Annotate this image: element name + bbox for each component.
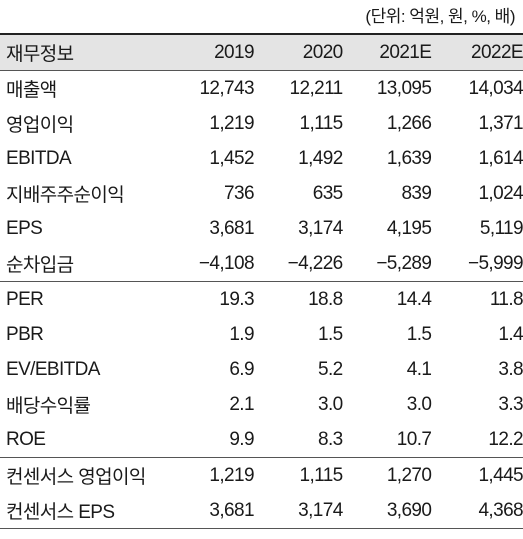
financial-table: 재무정보 2019 2020 2021E 2022E 매출액 12,743 12… (0, 33, 523, 529)
cell-value: 1.4 (498, 323, 523, 345)
cell-value: 2.1 (229, 393, 254, 415)
cell-value: 1.5 (406, 323, 432, 345)
cell-value: 3,174 (253, 493, 343, 529)
table-row: 지배주주순이익 736 635 839 1,024 (0, 176, 523, 211)
row-label: 매출액 (6, 80, 57, 101)
row-label: EPS (6, 217, 43, 239)
cell-value: 1,492 (298, 147, 343, 169)
row-label: ROE (6, 428, 46, 450)
cell-value: 4,195 (386, 217, 432, 239)
row-label: PBR (6, 323, 44, 345)
cell-value: 8.3 (318, 428, 343, 450)
cell-value: 3.3 (498, 393, 523, 415)
cell-value: 11.8 (431, 281, 523, 317)
cell-value: −4,108 (198, 252, 255, 274)
cell-value: 5.2 (318, 358, 343, 380)
cell-value: 1,115 (299, 112, 344, 134)
header-year: 2020 (253, 33, 343, 71)
cell-value: 3,174 (298, 217, 343, 239)
cell-value: 736 (224, 182, 255, 204)
table-header-row: 재무정보 2019 2020 2021E 2022E (0, 33, 523, 71)
cell-value: 1,115 (253, 457, 343, 493)
row-label: 컨센서스 EPS (0, 493, 185, 529)
row-label: 지배주주순이익 (6, 185, 125, 206)
cell-value: 5,119 (479, 217, 523, 239)
cell-value: 14,034 (468, 77, 523, 99)
row-label: EBITDA (6, 147, 72, 169)
cell-value: 1,452 (209, 147, 254, 169)
cell-value: 12.2 (488, 428, 523, 450)
cell-value: 3.0 (318, 393, 343, 415)
cell-value: 1,219 (209, 112, 254, 134)
table-row: 배당수익률 2.1 3.0 3.0 3.3 (0, 387, 523, 422)
cell-value: 1,266 (386, 112, 432, 134)
cell-value: 1,024 (478, 182, 523, 204)
cell-value: 1,371 (478, 112, 523, 134)
table-row: 컨센서스 EPS 3,681 3,174 3,690 4,368 (0, 493, 523, 529)
cell-value: 1,270 (342, 457, 432, 493)
cell-value: 1.9 (229, 323, 254, 345)
row-label: PER (0, 281, 185, 317)
table-row: 순차입금 −4,108 −4,226 −5,289 −5,999 (0, 246, 523, 282)
table-row: PBR 1.9 1.5 1.5 1.4 (0, 317, 523, 352)
row-label: EV/EBITDA (6, 358, 100, 380)
cell-value: 19.3 (184, 281, 255, 317)
cell-value: 839 (401, 182, 432, 204)
cell-value: 12,743 (199, 77, 254, 99)
table-row: EBITDA 1,452 1,492 1,639 1,614 (0, 141, 523, 176)
cell-value: 1,445 (431, 457, 523, 493)
table-row: 영업이익 1,219 1,115 1,266 1,371 (0, 106, 523, 141)
row-label: 컨센서스 영업이익 (0, 457, 185, 493)
cell-value: 14.4 (342, 281, 432, 317)
header-year: 2022E (431, 33, 523, 71)
cell-value: 4,368 (431, 493, 523, 529)
cell-value: 13,095 (376, 77, 432, 99)
cell-value: 12,211 (289, 77, 344, 99)
cell-value: 635 (312, 182, 344, 204)
cell-value: 1,219 (184, 457, 255, 493)
cell-value: 3,690 (342, 493, 432, 529)
cell-value: −5,999 (467, 252, 523, 274)
header-year: 2019 (184, 33, 255, 71)
cell-value: −5,289 (376, 252, 432, 274)
cell-value: 9.9 (229, 428, 254, 450)
cell-value: 1.5 (318, 323, 343, 345)
cell-value: 3,681 (209, 217, 254, 239)
cell-value: −4,226 (287, 252, 344, 274)
cell-value: 3.0 (406, 393, 432, 415)
cell-value: 3,681 (184, 493, 255, 529)
cell-value: 10.7 (396, 428, 432, 450)
cell-value: 6.9 (229, 358, 254, 380)
table-row: EPS 3,681 3,174 4,195 5,119 (0, 211, 523, 246)
row-label: 배당수익률 (6, 396, 91, 417)
table-row: 컨센서스 영업이익 1,219 1,115 1,270 1,445 (0, 457, 523, 493)
cell-value: 3.8 (498, 358, 523, 380)
header-label: 재무정보 (0, 33, 185, 71)
header-year: 2021E (342, 33, 432, 71)
cell-value: 1,614 (478, 147, 523, 169)
row-label: 순차입금 (6, 255, 74, 276)
table-row: PER 19.3 18.8 14.4 11.8 (0, 281, 523, 317)
cell-value: 18.8 (253, 281, 343, 317)
table-row: ROE 9.9 8.3 10.7 12.2 (0, 422, 523, 458)
table-row: 매출액 12,743 12,211 13,095 14,034 (0, 71, 523, 107)
cell-value: 4.1 (406, 358, 432, 380)
table-row: EV/EBITDA 6.9 5.2 4.1 3.8 (0, 352, 523, 387)
cell-value: 1,639 (386, 147, 432, 169)
row-label: 영업이익 (6, 115, 74, 136)
unit-note: (단위: 억원, 원, %, 배) (365, 7, 515, 26)
